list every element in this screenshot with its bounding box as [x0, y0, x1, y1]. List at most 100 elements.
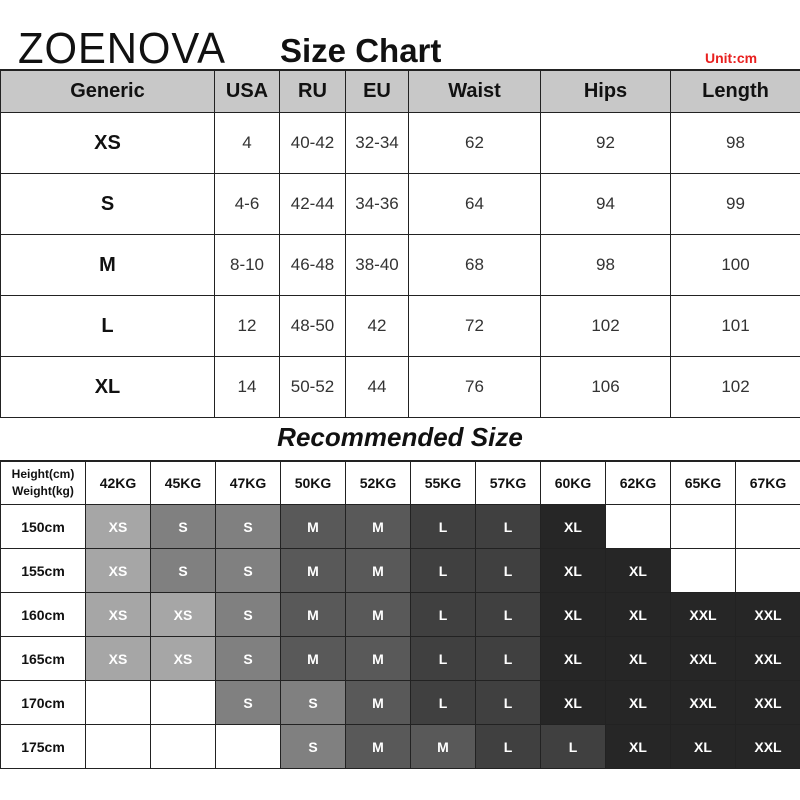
weight-header: 52KG: [345, 460, 411, 505]
height-cell: 165cm: [0, 636, 86, 681]
size-cell: S: [215, 636, 281, 681]
table-cell: 68: [408, 234, 541, 296]
table-cell: 100: [670, 234, 800, 296]
corner-header: Height(cm) Weight(kg): [0, 460, 86, 505]
size-cell: XS: [85, 504, 151, 549]
size-cell: XS: [85, 592, 151, 637]
weight-header: 60KG: [540, 460, 606, 505]
table-cell: 98: [540, 234, 671, 296]
size-cell: XL: [540, 548, 606, 593]
size-cell: [735, 504, 800, 549]
table-row: 170cm S S M L L XL XL XXL XXL: [0, 680, 800, 725]
size-cell: L: [475, 548, 541, 593]
size-cell: L: [475, 592, 541, 637]
table-cell: 42-44: [279, 173, 346, 235]
table-cell: 44: [345, 356, 409, 418]
recommended-title: Recommended Size: [277, 422, 523, 452]
table-row: XS 4 40-42 32-34 62 92 98: [0, 112, 800, 174]
column-header: Waist: [408, 69, 541, 113]
table-row: 155cm XS S S M M L L XL XL: [0, 548, 800, 593]
size-cell: XS: [85, 548, 151, 593]
weight-header: 50KG: [280, 460, 346, 505]
table-cell: 4: [214, 112, 280, 174]
table-cell: 8-10: [214, 234, 280, 296]
table-cell: 92: [540, 112, 671, 174]
size-cell: L: [475, 680, 541, 725]
table-cell: 62: [408, 112, 541, 174]
size-cell: XL: [605, 592, 671, 637]
size-cell: XXL: [735, 592, 800, 637]
column-header: USA: [214, 69, 280, 113]
table-cell: 34-36: [345, 173, 409, 235]
table-cell: 46-48: [279, 234, 346, 296]
height-cell: 150cm: [0, 504, 86, 549]
size-cell: M: [280, 504, 346, 549]
size-cell: [670, 504, 736, 549]
size-cell: M: [280, 548, 346, 593]
size-cell: S: [280, 680, 346, 725]
table-cell: 76: [408, 356, 541, 418]
table-row: 165cm XS XS S M M L L XL XL XXL XXL: [0, 636, 800, 681]
column-header: Generic: [0, 69, 215, 113]
table-cell: L: [0, 295, 215, 357]
table-cell: 102: [540, 295, 671, 357]
table-cell: 12: [214, 295, 280, 357]
size-cell: XXL: [735, 636, 800, 681]
weight-header: 57KG: [475, 460, 541, 505]
size-cell: XXL: [670, 592, 736, 637]
size-cell: L: [410, 680, 476, 725]
size-cell: S: [150, 548, 216, 593]
weight-header: 42KG: [85, 460, 151, 505]
size-cell: M: [280, 592, 346, 637]
size-cell: M: [345, 724, 411, 769]
size-cell: M: [345, 548, 411, 593]
weight-header: 45KG: [150, 460, 216, 505]
size-cell: L: [475, 504, 541, 549]
size-cell: [85, 724, 151, 769]
size-cell: XL: [540, 680, 606, 725]
size-cell: XXL: [670, 680, 736, 725]
height-label: Height(cm): [11, 467, 75, 481]
table-cell: S: [0, 173, 215, 235]
table-cell: 98: [670, 112, 800, 174]
height-cell: 160cm: [0, 592, 86, 637]
table-row: 175cm S M M L L XL XL XXL: [0, 724, 800, 769]
size-cell: XL: [605, 636, 671, 681]
table-cell: XL: [0, 356, 215, 418]
table-cell: 48-50: [279, 295, 346, 357]
weight-label: Weight(kg): [12, 484, 74, 498]
size-cell: L: [410, 636, 476, 681]
weight-header: 47KG: [215, 460, 281, 505]
table-row: S 4-6 42-44 34-36 64 94 99: [0, 173, 800, 235]
table-cell: 38-40: [345, 234, 409, 296]
size-cell: L: [540, 724, 606, 769]
size-cell: S: [150, 504, 216, 549]
table-cell: 14: [214, 356, 280, 418]
table-row: 150cm XS S S M M L L XL: [0, 504, 800, 549]
recommended-size-table: Height(cm) Weight(kg) 42KG 45KG 47KG 50KG 52K…: [0, 460, 800, 769]
size-cell: M: [280, 636, 346, 681]
table-row: XL 14 50-52 44 76 106 102: [0, 356, 800, 418]
size-cell: XL: [605, 724, 671, 769]
size-cell: [215, 724, 281, 769]
size-cell: L: [410, 592, 476, 637]
table-cell: 99: [670, 173, 800, 235]
size-cell: M: [345, 592, 411, 637]
size-cell: [605, 504, 671, 549]
weight-header: 62KG: [605, 460, 671, 505]
column-header: Hips: [540, 69, 671, 113]
size-cell: M: [410, 724, 476, 769]
table-cell: 101: [670, 295, 800, 357]
size-cell: S: [215, 592, 281, 637]
size-cell: M: [345, 504, 411, 549]
size-cell: XS: [150, 636, 216, 681]
table-cell: 64: [408, 173, 541, 235]
table-cell: 42: [345, 295, 409, 357]
size-cell: M: [345, 636, 411, 681]
table-row: 160cm XS XS S M M L L XL XL XXL XXL: [0, 592, 800, 637]
size-cell: L: [475, 724, 541, 769]
size-cell: XL: [540, 592, 606, 637]
column-header: Length: [670, 69, 800, 113]
size-cell: [150, 724, 216, 769]
table-cell: 50-52: [279, 356, 346, 418]
